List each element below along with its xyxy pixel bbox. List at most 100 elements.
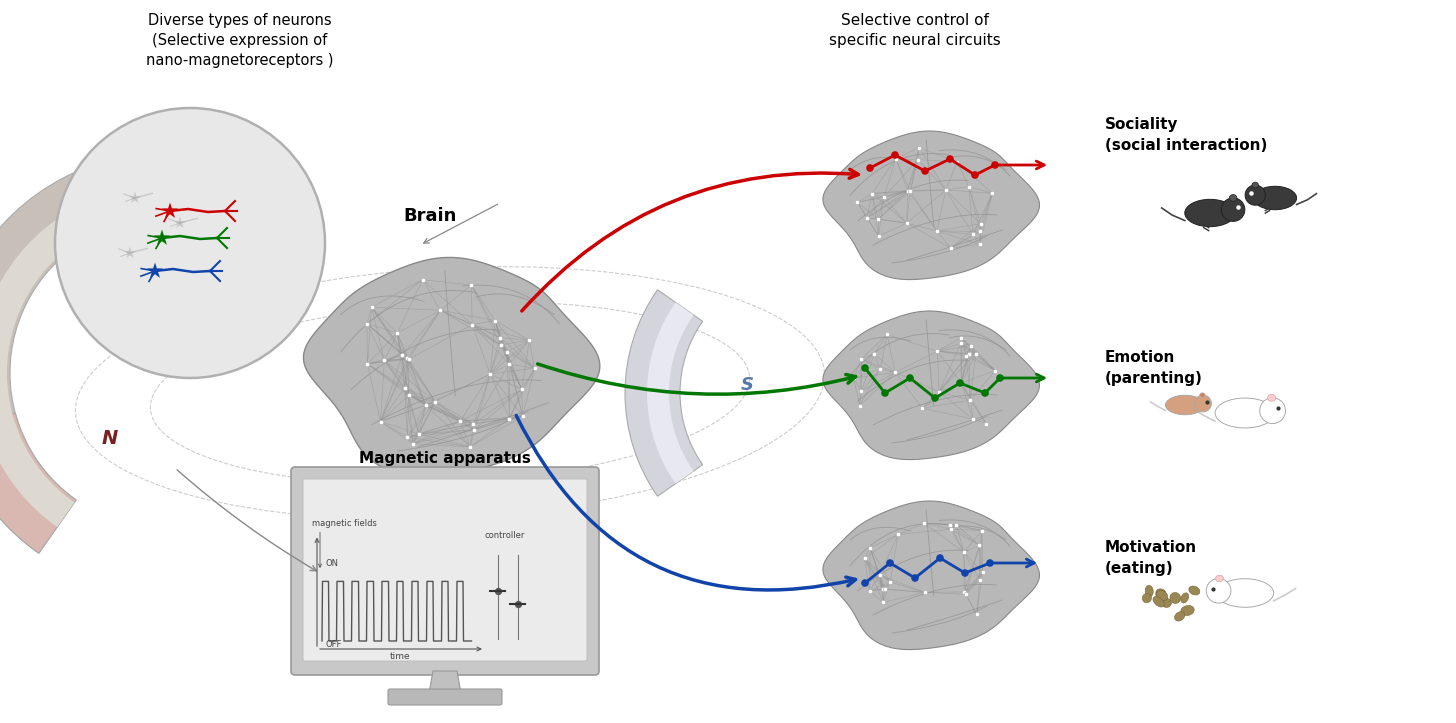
Point <box>479 368 502 380</box>
Point <box>463 424 486 435</box>
Point <box>855 212 878 223</box>
Point <box>118 247 141 259</box>
Point <box>878 557 901 569</box>
Point <box>948 377 971 389</box>
FancyBboxPatch shape <box>387 689 502 705</box>
Point <box>847 400 871 411</box>
Point <box>460 319 483 330</box>
Point <box>949 332 973 343</box>
Point <box>850 353 874 364</box>
Point <box>860 188 884 200</box>
Point <box>968 226 992 237</box>
Ellipse shape <box>1165 395 1204 415</box>
Point <box>360 301 383 313</box>
Text: Sociality
(social interaction): Sociality (social interaction) <box>1105 117 1267 153</box>
Point <box>874 388 897 399</box>
Point <box>958 394 981 406</box>
Ellipse shape <box>1143 594 1152 603</box>
Point <box>1239 187 1262 198</box>
Point <box>859 542 882 554</box>
Text: Motivation
(eating): Motivation (eating) <box>1105 540 1197 576</box>
Circle shape <box>55 108 325 378</box>
Point <box>910 403 933 414</box>
Point <box>968 239 992 250</box>
Point <box>498 359 521 370</box>
Point <box>868 363 891 375</box>
Point <box>913 517 936 529</box>
Text: magnetic fields: magnetic fields <box>312 519 377 528</box>
Text: Brain: Brain <box>403 207 457 225</box>
Point <box>913 586 936 598</box>
Ellipse shape <box>1229 194 1238 201</box>
Wedge shape <box>625 290 703 496</box>
Point <box>402 438 425 450</box>
Point <box>1267 403 1290 414</box>
Point <box>895 218 919 229</box>
Point <box>961 228 984 240</box>
Point <box>411 274 434 286</box>
Text: ON: ON <box>325 560 338 568</box>
Ellipse shape <box>1254 187 1297 210</box>
Point <box>862 348 885 359</box>
Circle shape <box>1194 395 1211 412</box>
Text: Emotion
(parenting): Emotion (parenting) <box>1105 350 1203 386</box>
Point <box>408 428 431 440</box>
Text: Diverse types of neurons
(Selective expression of
nano-magnetoreceptors ): Diverse types of neurons (Selective expr… <box>146 13 333 67</box>
Point <box>938 153 961 165</box>
Point <box>866 230 890 241</box>
Point <box>373 354 396 366</box>
Ellipse shape <box>1146 586 1153 596</box>
Point <box>874 583 897 595</box>
Point <box>868 569 891 581</box>
Point <box>355 358 379 369</box>
Point <box>952 547 976 558</box>
Point <box>957 181 980 192</box>
Point <box>981 187 1005 199</box>
Point <box>124 192 147 204</box>
Point <box>150 232 173 244</box>
Circle shape <box>1259 398 1286 424</box>
Point <box>895 185 919 197</box>
Text: OFF: OFF <box>325 640 341 649</box>
Point <box>511 411 534 422</box>
Wedge shape <box>0 197 111 527</box>
Point <box>970 218 993 229</box>
Point <box>414 400 437 411</box>
Point <box>498 413 521 424</box>
Point <box>495 346 518 357</box>
Text: Selective control of
specific neural circuits: Selective control of specific neural cir… <box>828 13 1000 48</box>
Point <box>518 335 542 346</box>
Text: S: S <box>741 376 754 394</box>
Wedge shape <box>0 166 112 553</box>
Point <box>462 418 485 429</box>
Point <box>903 572 926 583</box>
Point <box>949 338 973 349</box>
Point <box>872 192 895 203</box>
Text: N: N <box>102 429 118 448</box>
Point <box>926 346 949 357</box>
Text: time: time <box>390 652 411 661</box>
Point <box>927 386 951 398</box>
Point <box>958 348 981 360</box>
Point <box>955 350 978 362</box>
Point <box>397 390 421 401</box>
Point <box>159 205 182 217</box>
Ellipse shape <box>1252 182 1258 188</box>
Ellipse shape <box>1268 394 1275 401</box>
Point <box>954 589 977 600</box>
Point <box>939 519 962 531</box>
Ellipse shape <box>1188 586 1200 595</box>
Point <box>954 568 977 579</box>
Point <box>842 372 865 384</box>
Point <box>368 416 392 427</box>
Ellipse shape <box>1156 591 1165 599</box>
Point <box>884 149 907 161</box>
Ellipse shape <box>1153 596 1165 607</box>
Point <box>510 384 533 395</box>
Point <box>968 539 992 551</box>
Point <box>971 566 994 578</box>
Polygon shape <box>823 501 1040 649</box>
Ellipse shape <box>1175 612 1185 621</box>
Point <box>974 418 997 429</box>
Point <box>1226 201 1249 213</box>
